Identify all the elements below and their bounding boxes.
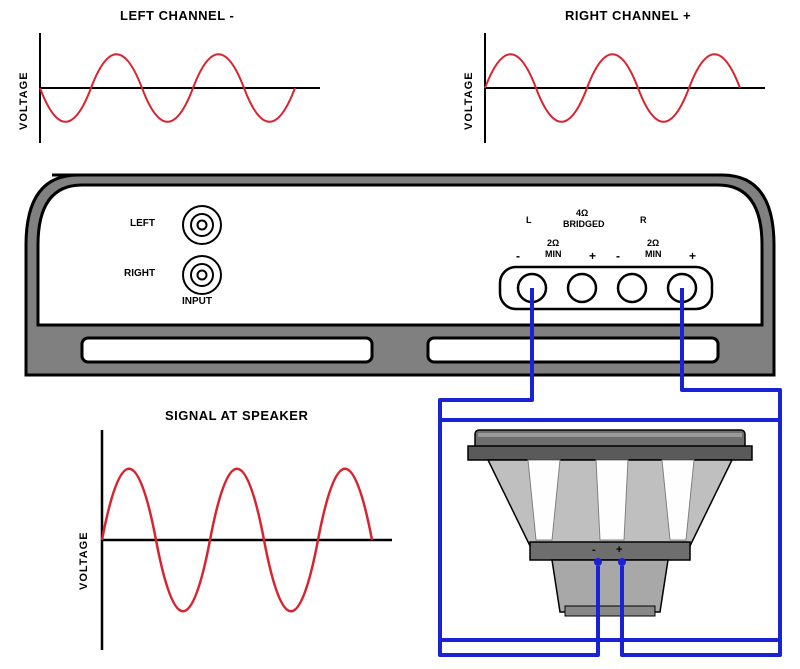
label-bridged: BRIDGED [563, 219, 605, 229]
right-wave-ylabel: VOLTAGE [463, 50, 475, 130]
label-left-min: MIN [545, 249, 562, 259]
label-R: R [640, 215, 647, 225]
speaker-minus: - [592, 544, 596, 556]
speaker-plus: + [616, 544, 622, 556]
diagram-canvas: LEFT CHANNEL - VOLTAGE RIGHT CHANNEL + V… [0, 0, 800, 669]
label-right-min: MIN [645, 249, 662, 259]
label-rplus: + [689, 249, 696, 263]
label-lplus: + [589, 249, 596, 263]
rca-right [183, 256, 221, 294]
speaker-and-wires [430, 280, 790, 660]
label-right: RIGHT [124, 268, 155, 279]
label-lminus: - [516, 249, 520, 263]
speaker-wave-ylabel: VOLTAGE [78, 490, 90, 590]
speaker-wave-title: SIGNAL AT SPEAKER [165, 408, 308, 423]
label-4ohm: 4Ω [576, 208, 588, 218]
speaker-wave-chart [92, 425, 402, 655]
label-left: LEFT [130, 218, 155, 229]
label-input: INPUT [182, 296, 212, 307]
rca-left [183, 206, 221, 244]
right-wave-title: RIGHT CHANNEL + [565, 8, 691, 23]
label-right-2ohm: 2Ω [647, 238, 659, 248]
label-rminus: - [616, 249, 620, 263]
speaker-icon [468, 430, 752, 616]
right-wave-chart [475, 28, 775, 148]
left-wave-ylabel: VOLTAGE [18, 50, 30, 130]
label-left-2ohm: 2Ω [547, 238, 559, 248]
left-wave-title: LEFT CHANNEL - [120, 8, 234, 23]
left-wave-chart [30, 28, 330, 148]
label-L: L [526, 215, 532, 225]
